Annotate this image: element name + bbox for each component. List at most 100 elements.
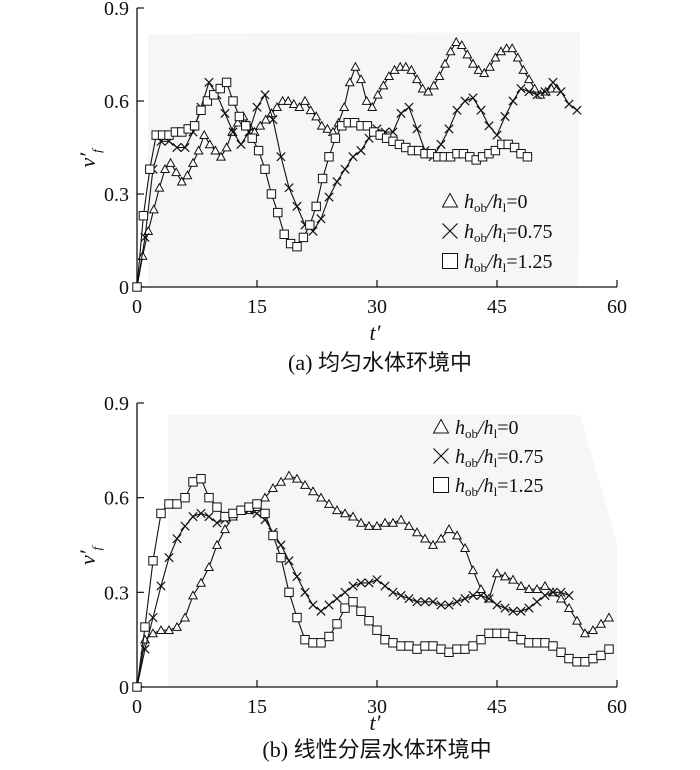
y-axis-label: v′f [75,544,104,565]
data-point [324,600,334,610]
data-point [484,121,494,131]
data-point [348,581,358,591]
data-point [332,594,342,604]
data-point [187,590,199,600]
data-point [428,641,438,651]
data-point [492,628,502,639]
data-point [468,641,478,651]
legend-label-value: =0 [506,191,527,213]
data-point [356,578,366,588]
data-point [436,644,446,654]
data-point [172,534,182,544]
y-tick-label: 0.3 [104,582,129,604]
data-point [204,492,214,503]
legend-label-sub: l [494,484,498,499]
data-point [587,624,599,635]
data-point [460,96,470,106]
data-point [330,133,341,143]
data-point [283,470,295,480]
data-point [588,653,598,664]
data-point [476,634,486,645]
data-point [339,101,350,112]
data-point [596,650,606,661]
data-point [378,80,389,90]
data-point [490,145,501,156]
data-point [179,612,191,622]
data-point [523,74,535,84]
data-point [348,597,358,607]
data-point [403,520,415,530]
data-point [284,556,294,566]
data-point [404,641,414,651]
data-point [340,164,350,174]
data-point [362,121,373,131]
x-tick-label: 0 [132,696,142,718]
data-point [539,580,551,590]
data-point [404,102,414,112]
data-point [300,587,310,597]
data-point [292,571,302,582]
legend-label-sub: l [494,426,498,441]
legend-label-sub: l [503,230,507,245]
data-point [188,477,198,487]
y-tick-label: 0 [119,677,129,699]
y-tick-label: 0.6 [104,91,129,113]
data-point [532,638,542,648]
data-point [215,151,227,161]
data-point [524,87,534,97]
legend-label-sub: ob [474,200,487,215]
data-point [564,590,574,601]
data-point [456,39,467,50]
data-point [308,600,318,610]
data-point [220,511,230,522]
y-axis-label: v′f [75,147,104,168]
data-point [252,508,262,519]
data-point [380,581,390,591]
data-point [500,603,510,613]
data-point [316,606,326,616]
data-point [355,74,367,84]
legend-label-sub: ob [465,484,478,499]
data-point [516,606,526,616]
data-point [484,594,494,604]
x-tick-label: 45 [487,296,507,318]
data-point [315,492,327,502]
data-point [172,142,182,153]
data-point [132,282,142,292]
x-tick-label: 30 [367,696,387,718]
data-point [209,90,219,100]
y-tick-label: 0 [119,277,129,299]
data-point [219,523,231,534]
data-point [436,139,446,150]
data-point [412,597,422,607]
data-point [372,625,382,635]
data-point [445,46,456,56]
legend-marker-triangle [432,418,450,434]
legend-label-sub: l [503,260,507,275]
data-point [556,647,566,657]
legend-label-sub: ob [465,426,478,441]
data-point [292,242,302,252]
data-point [324,192,334,202]
data-point [273,207,283,218]
data-point [305,220,315,230]
data-point [252,102,262,112]
data-point [364,578,374,588]
x-tick-label: 60 [607,296,627,318]
data-point [515,580,527,590]
data-point [531,583,543,594]
data-point [492,130,502,140]
data-point [187,157,199,167]
data-point [451,36,462,46]
data-point [380,634,390,645]
data-point [460,594,470,604]
series-square [132,474,614,692]
data-point [439,58,451,68]
data-point [564,99,574,109]
data-point [196,508,206,519]
data-point [332,619,342,629]
data-point [292,612,302,623]
data-point [266,189,277,199]
data-point [268,114,278,125]
data-point [132,682,142,692]
